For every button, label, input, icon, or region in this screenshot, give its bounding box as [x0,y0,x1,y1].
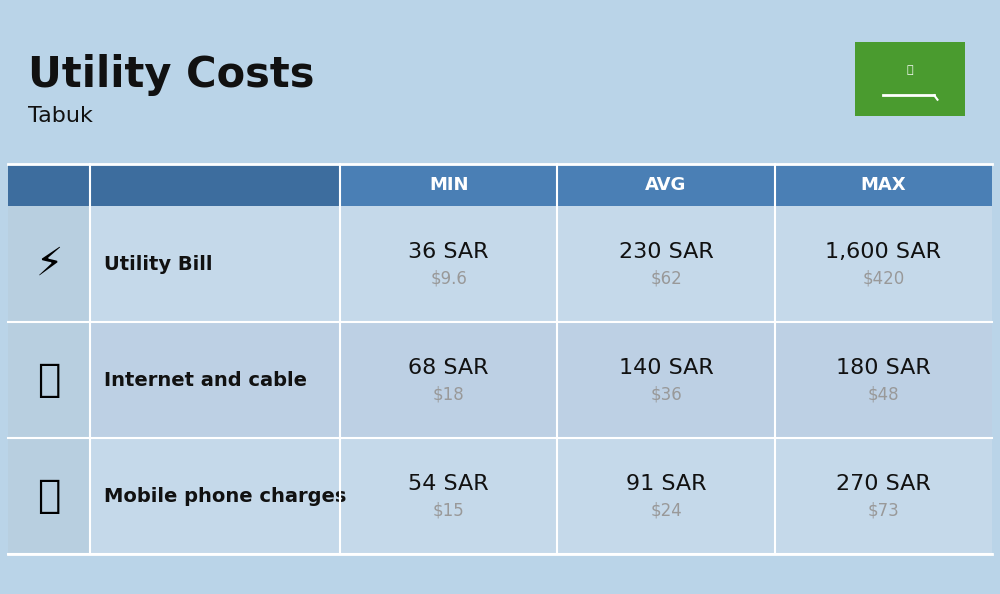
Bar [557,206,775,322]
Text: $73: $73 [867,501,899,519]
Text: ﷽: ﷽ [907,65,913,75]
Text: 36 SAR: 36 SAR [408,242,489,262]
Bar [340,164,557,206]
Bar [557,322,775,438]
Bar [340,322,557,438]
Text: 91 SAR: 91 SAR [626,474,706,494]
Text: Internet and cable: Internet and cable [104,371,307,390]
Bar [8,322,90,438]
Bar [90,438,340,554]
Bar [775,438,992,554]
Text: $18: $18 [433,385,465,403]
Bar [557,438,775,554]
Text: Utility Costs: Utility Costs [28,54,314,96]
Bar [775,322,992,438]
Bar [340,206,557,322]
Text: Utility Bill: Utility Bill [104,254,212,273]
Text: $15: $15 [433,501,465,519]
Text: 📶: 📶 [37,361,61,399]
Text: 68 SAR: 68 SAR [408,358,489,378]
Text: $420: $420 [862,269,904,287]
Bar [90,164,340,206]
Bar [90,206,340,322]
Text: $36: $36 [650,385,682,403]
Text: 54 SAR: 54 SAR [408,474,489,494]
Bar [8,164,90,206]
Bar [90,322,340,438]
Text: 270 SAR: 270 SAR [836,474,931,494]
Text: ⚡: ⚡ [35,245,63,283]
Text: 230 SAR: 230 SAR [619,242,713,262]
Text: 180 SAR: 180 SAR [836,358,931,378]
Text: MIN: MIN [429,176,468,194]
Text: $62: $62 [650,269,682,287]
Text: AVG: AVG [645,176,687,194]
Text: 1,600 SAR: 1,600 SAR [825,242,941,262]
Text: $9.6: $9.6 [430,269,467,287]
Text: 140 SAR: 140 SAR [619,358,713,378]
Bar [8,206,90,322]
Bar [8,438,90,554]
Bar [775,164,992,206]
Text: Tabuk: Tabuk [28,106,93,126]
Bar [775,206,992,322]
Text: 📱: 📱 [37,477,61,515]
Bar [557,164,775,206]
Bar [855,42,965,116]
Text: MAX: MAX [861,176,906,194]
Text: $24: $24 [650,501,682,519]
Bar [340,438,557,554]
Text: Mobile phone charges: Mobile phone charges [104,486,346,505]
Text: $48: $48 [868,385,899,403]
